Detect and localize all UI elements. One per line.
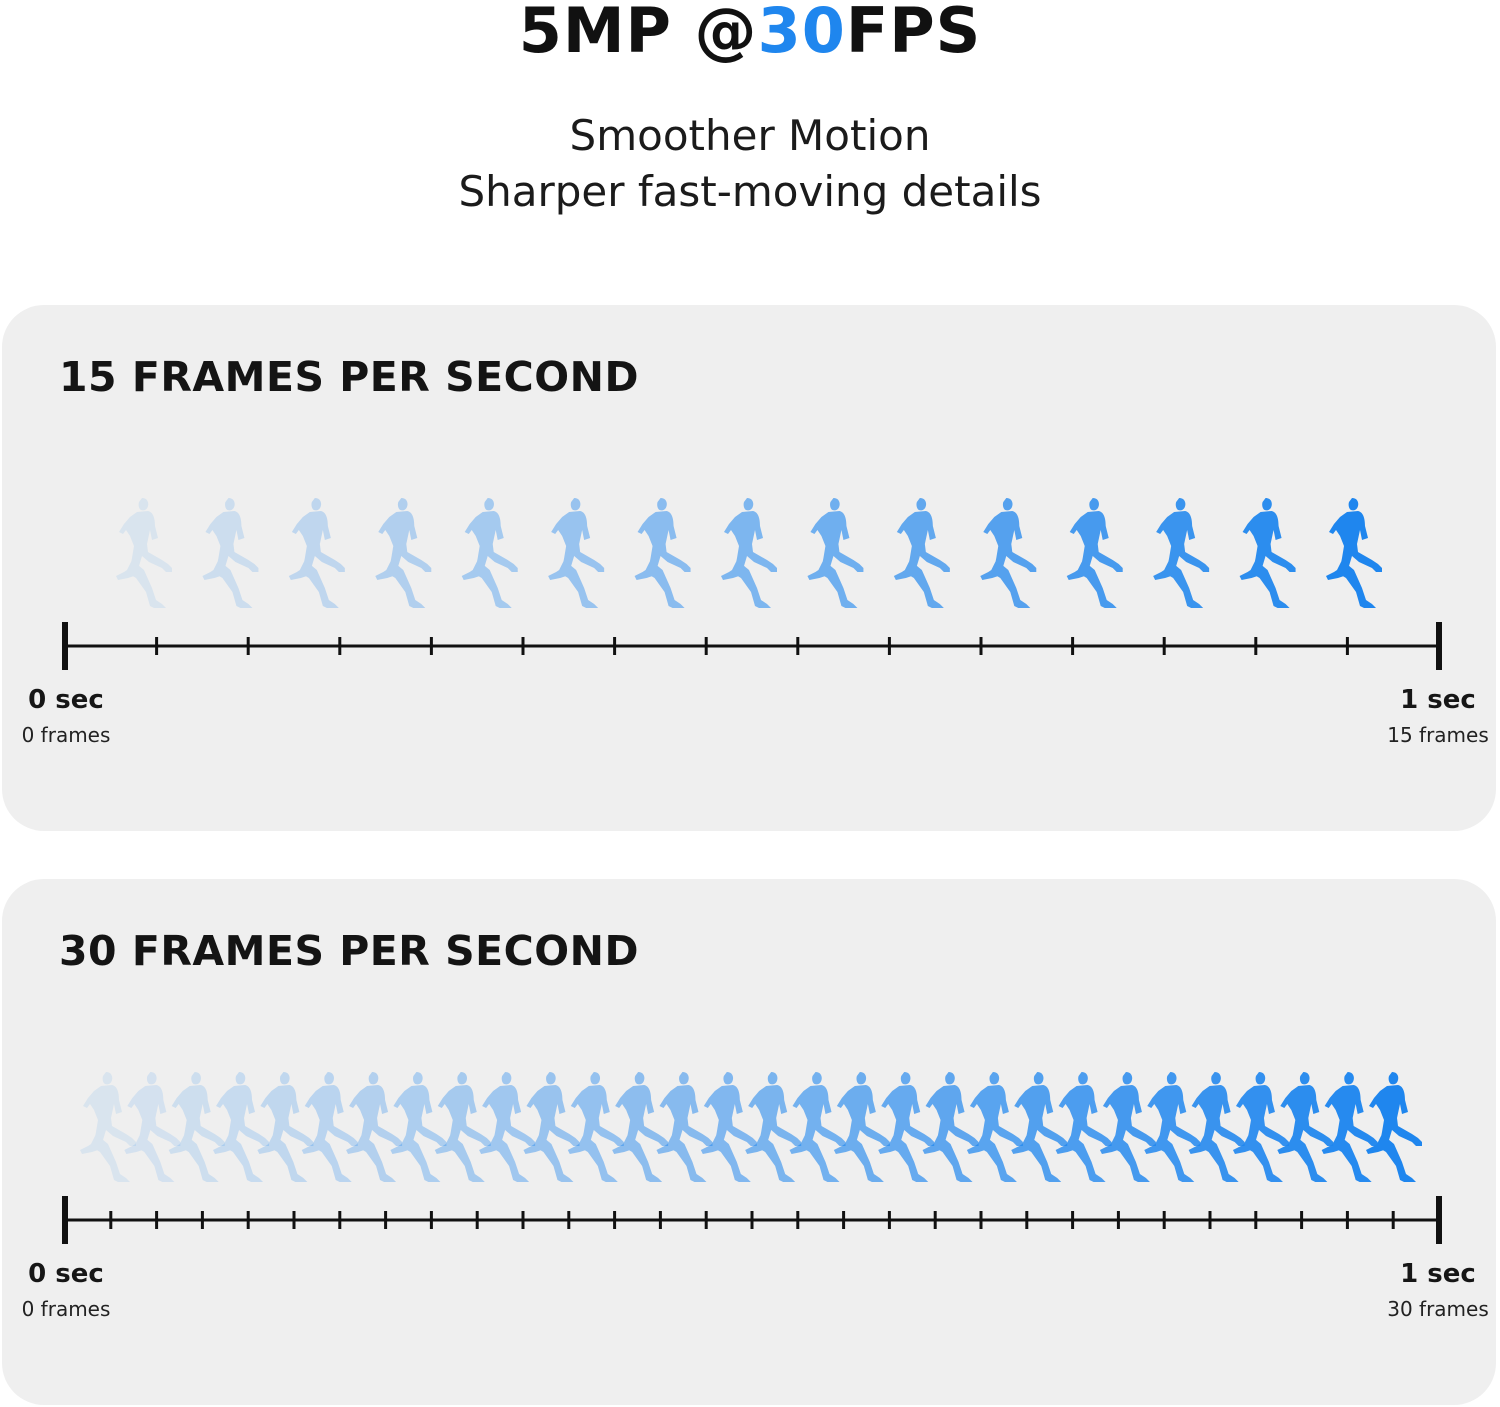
headline-accent: 30 — [757, 0, 846, 67]
running-man-icon — [124, 1072, 181, 1182]
running-man-icon — [1055, 1072, 1112, 1182]
running-man-icon — [1153, 498, 1210, 608]
running-man-icon — [1239, 498, 1296, 608]
running-man-icon — [390, 1072, 447, 1182]
start-frames-label: 0 frames — [21, 723, 111, 747]
running-man-icon — [721, 498, 777, 608]
running-man-icon — [1321, 1072, 1378, 1182]
running-man-icon — [1011, 1072, 1068, 1182]
panel-title: 15 FRAMES PER SECOND — [59, 353, 639, 401]
running-man-icon — [461, 498, 518, 608]
running-man-icon — [789, 1072, 846, 1182]
start-time-label: 0 sec — [28, 1259, 104, 1289]
running-man-icon — [634, 498, 691, 608]
running-man-icon — [1326, 498, 1382, 608]
running-man-icon — [656, 1072, 713, 1182]
end-frames-label: 15 frames — [1387, 723, 1489, 747]
running-man-icon — [548, 498, 605, 608]
frames-timeline — [62, 498, 1442, 670]
frames-timeline — [62, 1072, 1442, 1244]
running-man-icon — [567, 1072, 624, 1182]
running-man-icon — [168, 1072, 225, 1182]
subheadline-line2: Sharper fast-moving details — [458, 167, 1042, 216]
running-man-icon — [1099, 1072, 1156, 1182]
running-man-icon — [922, 1072, 979, 1182]
running-man-icon — [80, 1072, 136, 1182]
end-time-label: 1 sec — [1400, 1259, 1476, 1289]
running-man-icon — [1277, 1072, 1334, 1182]
running-man-icon — [1366, 1072, 1422, 1182]
running-man-icon — [257, 1072, 314, 1182]
running-man-icon — [1144, 1072, 1201, 1182]
running-man-icon — [807, 498, 864, 608]
start-time-label: 0 sec — [28, 685, 104, 715]
running-man-icon — [1232, 1072, 1289, 1182]
end-frames-label: 30 frames — [1387, 1297, 1489, 1321]
running-man-icon — [1188, 1072, 1245, 1182]
running-man-icon — [700, 1072, 757, 1182]
running-man-icon — [893, 498, 950, 608]
running-man-icon — [202, 498, 259, 608]
running-man-icon — [966, 1072, 1023, 1182]
running-man-icon — [116, 498, 172, 608]
running-man-icon — [434, 1072, 491, 1182]
running-man-icon — [612, 1072, 669, 1182]
running-man-icon — [301, 1072, 358, 1182]
subheadline-line1: Smoother Motion — [569, 111, 931, 160]
panel-15fps: 15 FRAMES PER SECOND 0 sec 0 frames 1 se… — [2, 305, 1496, 831]
panel-30fps: 30 FRAMES PER SECOND 0 sec 0 frames 1 se… — [2, 879, 1496, 1405]
headline-suffix: FPS — [845, 0, 982, 67]
headline-prefix: 5MP @ — [518, 0, 758, 67]
running-man-icon — [523, 1072, 580, 1182]
start-frames-label: 0 frames — [21, 1297, 111, 1321]
running-man-icon — [745, 1072, 802, 1182]
panel-title: 30 FRAMES PER SECOND — [59, 927, 639, 975]
running-man-icon — [1066, 498, 1123, 608]
end-time-label: 1 sec — [1400, 685, 1476, 715]
headline: 5MP @30FPS — [0, 0, 1500, 68]
running-man-icon — [346, 1072, 403, 1182]
running-man-icon — [479, 1072, 536, 1182]
running-man-icon — [213, 1072, 270, 1182]
running-man-icon — [980, 498, 1037, 608]
running-man-icon — [288, 498, 345, 608]
running-man-icon — [878, 1072, 935, 1182]
running-man-icon — [375, 498, 432, 608]
running-man-icon — [833, 1072, 890, 1182]
